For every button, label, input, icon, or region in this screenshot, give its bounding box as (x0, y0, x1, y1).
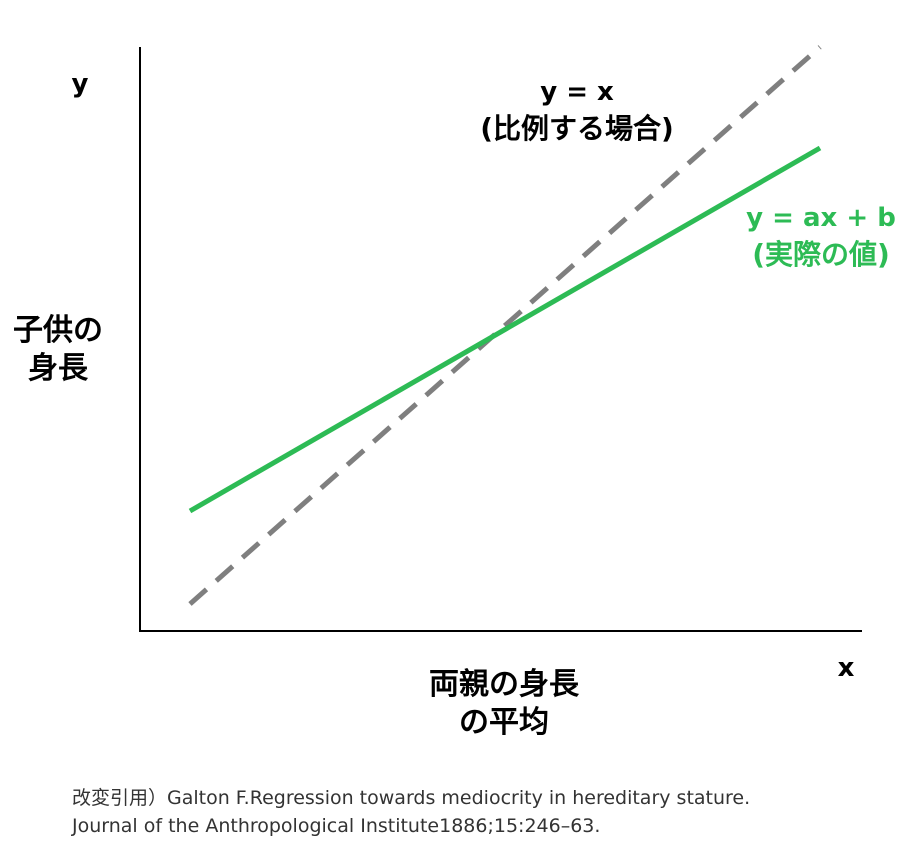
x-axis-label-line2: の平均 (459, 705, 549, 740)
y-axis-symbol: y (72, 69, 89, 99)
actual-line-equation: y = ax + b (746, 203, 896, 233)
y-axis-label-line1: 子供の (13, 313, 103, 348)
proportional-line-caption: (比例する場合) (480, 112, 674, 145)
y-axis-label-line2: 身長 (28, 351, 89, 386)
x-axis-label-line1: 両親の身長 (429, 667, 580, 702)
proportional-dashed-line (188, 45, 822, 606)
citation: 改変引用）Galton F.Regression towards mediocr… (72, 784, 892, 840)
citation-line-1: 改変引用）Galton F.Regression towards mediocr… (72, 787, 751, 809)
proportional-line-equation: y = x (540, 77, 614, 107)
x-axis-symbol: x (838, 653, 855, 683)
citation-line-2: Journal of the Anthropological Institute… (72, 815, 601, 837)
actual-line-caption: (実際の値) (752, 238, 890, 271)
actual-regression-line (188, 145, 822, 514)
